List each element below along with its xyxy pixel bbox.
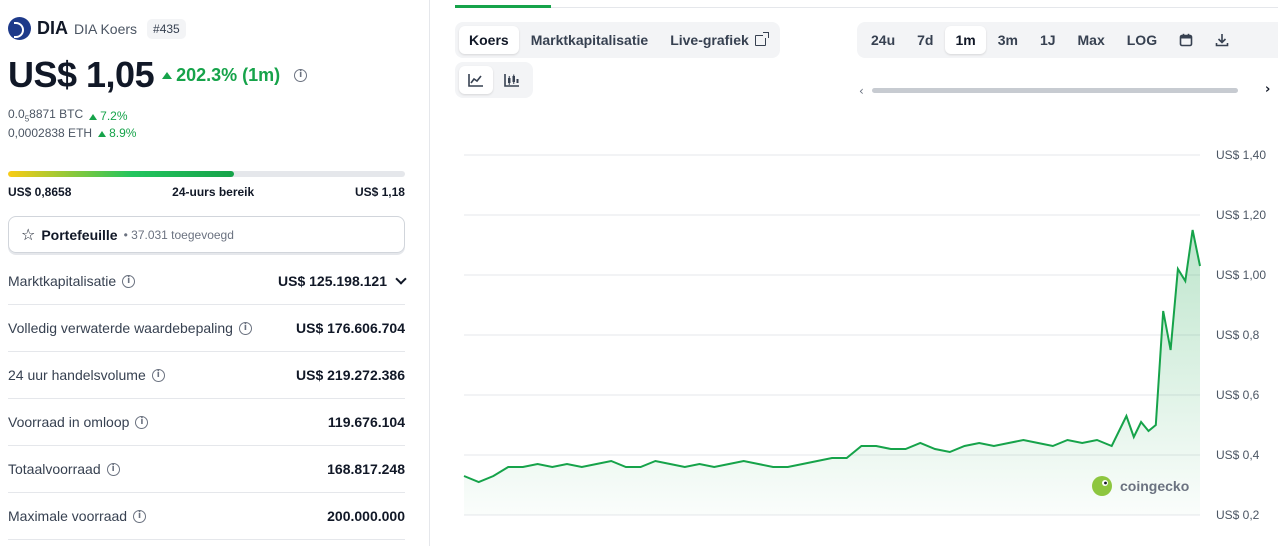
range-label: 24-uurs bereik xyxy=(172,185,255,199)
calendar-icon xyxy=(1179,33,1193,47)
stat-label: Voorraad in omloop xyxy=(8,414,130,430)
y-tick-label: US$ 0,2 xyxy=(1216,508,1260,522)
stat-row-total-supply: Totaalvoorraad i 168.817.248 xyxy=(8,446,405,493)
info-icon[interactable]: i xyxy=(135,415,149,429)
coin-header: DIA DIA Koers #435 xyxy=(8,17,186,40)
stat-row-volume: 24 uur handelsvolume i US$ 219.272.386 xyxy=(8,352,405,399)
caret-up-icon xyxy=(98,130,107,137)
scroll-right-icon[interactable]: › xyxy=(1265,82,1271,97)
price-chart[interactable]: US$ 1,40 US$ 1,20 US$ 1,00 US$ 0,8 US$ 0,6 US… xyxy=(460,140,1278,540)
stats-table: Marktkapitalisatie i US$ 125.198.121 Voll… xyxy=(8,258,407,540)
time-range-tabs: 24u 7d 1m 3m 1J Max LOG xyxy=(857,22,1278,58)
eth-change: 8.9% xyxy=(98,126,136,141)
range-log[interactable]: LOG xyxy=(1126,32,1158,48)
stat-value: US$ 176.606.704 xyxy=(296,320,405,336)
chart-type-tabs: Koers Marktkapitalisatie Live-grafiek xyxy=(455,22,780,58)
chart-view-toggle xyxy=(455,62,533,98)
stat-label: Volledig verwaterde waardebepaling xyxy=(8,320,233,336)
day-range-fill xyxy=(8,171,235,177)
caret-up-icon xyxy=(162,71,173,79)
range-max[interactable]: Max xyxy=(1077,32,1105,48)
range-24u[interactable]: 24u xyxy=(871,32,896,48)
y-tick-label: US$ 1,20 xyxy=(1216,208,1266,222)
stat-value: 200.000.000 xyxy=(327,508,405,524)
caret-up-icon xyxy=(89,113,98,120)
coin-name: DIA Koers xyxy=(74,20,138,37)
y-tick-label: US$ 1,00 xyxy=(1216,268,1266,282)
y-tick-label: US$ 1,40 xyxy=(1216,148,1266,162)
tab-market-cap[interactable]: Marktkapitalisatie xyxy=(530,32,649,48)
coin-price: US$ 1,05 xyxy=(8,54,155,95)
download-button[interactable] xyxy=(1205,26,1239,54)
btc-rate-row: 0.058871 BTC 7.2% xyxy=(8,107,136,126)
stat-label: Totaalvoorraad xyxy=(8,461,101,477)
info-icon[interactable]: i xyxy=(106,462,120,476)
stat-value: 119.676.104 xyxy=(327,414,405,430)
active-section-indicator xyxy=(455,5,551,8)
calendar-button[interactable] xyxy=(1169,26,1203,54)
price-change: 202.3% (1m) xyxy=(162,65,280,86)
portfolio-button[interactable]: ☆ Portefeuille • 37.031 toegevoegd xyxy=(8,216,405,253)
info-icon[interactable]: i xyxy=(122,274,136,288)
scroll-left-icon[interactable]: ‹ xyxy=(859,84,864,98)
coingecko-watermark: coingecko xyxy=(1092,476,1189,496)
coin-rank-badge: #435 xyxy=(147,18,186,39)
line-chart-icon xyxy=(468,74,483,87)
price-change-value: 202.3% (1m) xyxy=(176,64,281,85)
y-tick-label: US$ 0,4 xyxy=(1216,448,1260,462)
tab-live-chart[interactable]: Live-grafiek xyxy=(660,26,776,54)
range-1j[interactable]: 1J xyxy=(1039,32,1056,48)
day-range-bar xyxy=(8,171,405,177)
eth-rate: 0,0002838 ETH xyxy=(8,126,93,141)
day-range-labels: US$ 0,8658 24-uurs bereik US$ 1,18 xyxy=(8,185,405,199)
coin-overview-panel: DIA DIA Koers #435 US$ 1,05 202.3% (1m) … xyxy=(0,0,430,546)
external-link-icon xyxy=(754,31,769,46)
portfolio-label: Portefeuille xyxy=(41,226,118,243)
tab-koers[interactable]: Koers xyxy=(459,26,519,54)
stat-value: 168.817.248 xyxy=(327,461,405,477)
range-high: US$ 1,18 xyxy=(354,185,405,199)
stat-row-max-supply: Maximale voorraad i 200.000.000 xyxy=(8,493,405,540)
alt-rates: 0.058871 BTC 7.2% 0,0002838 ETH 8.9% xyxy=(8,107,136,141)
stat-value: US$ 125.198.121 xyxy=(278,273,387,289)
coin-symbol: DIA xyxy=(37,18,68,38)
stat-row-circulating-supply: Voorraad in omloop i 119.676.104 xyxy=(8,399,405,446)
btc-change: 7.2% xyxy=(89,109,128,124)
range-scrollbar[interactable] xyxy=(872,88,1238,93)
eth-rate-row: 0,0002838 ETH 8.9% xyxy=(8,126,136,141)
stat-row-fdv: Volledig verwaterde waardebepaling i US$ … xyxy=(8,305,405,352)
info-icon[interactable]: i xyxy=(133,509,147,523)
star-icon: ☆ xyxy=(21,225,36,244)
range-3m[interactable]: 3m xyxy=(997,32,1018,48)
range-low: US$ 0,8658 xyxy=(8,185,72,199)
dia-logo-icon xyxy=(8,17,31,40)
range-7d[interactable]: 7d xyxy=(917,32,934,48)
line-chart-button[interactable] xyxy=(459,66,493,94)
stat-label: Maximale voorraad xyxy=(8,508,128,524)
price-row: US$ 1,05 202.3% (1m) i xyxy=(8,54,308,96)
btc-rate: 0.058871 BTC xyxy=(8,107,84,124)
watermark-text: coingecko xyxy=(1120,478,1189,494)
portfolio-count: • 37.031 toegevoegd xyxy=(123,227,234,242)
info-icon[interactable]: i xyxy=(151,368,165,382)
y-tick-label: US$ 0,8 xyxy=(1216,328,1260,342)
range-1m[interactable]: 1m xyxy=(945,26,986,54)
price-area xyxy=(464,230,1200,515)
chevron-down-icon[interactable] xyxy=(395,272,407,285)
stat-row-market-cap: Marktkapitalisatie i US$ 125.198.121 xyxy=(8,258,407,305)
price-line xyxy=(463,229,1201,484)
stat-label: 24 uur handelsvolume xyxy=(8,367,146,383)
info-icon[interactable]: i xyxy=(294,68,308,82)
stat-value: US$ 219.272.386 xyxy=(296,367,405,383)
download-icon xyxy=(1215,34,1229,47)
candlestick-chart-button[interactable] xyxy=(495,66,529,94)
info-icon[interactable]: i xyxy=(238,321,252,335)
stat-label: Marktkapitalisatie xyxy=(8,273,117,289)
section-divider xyxy=(551,7,1278,8)
candlestick-icon xyxy=(504,74,519,87)
y-tick-label: US$ 0,6 xyxy=(1216,388,1260,402)
